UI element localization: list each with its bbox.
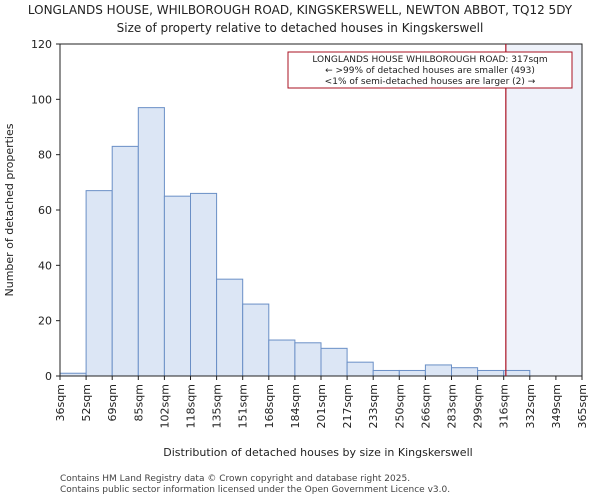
x-tick-label-151sqm: 151sqm bbox=[237, 384, 250, 428]
bar-316sqm bbox=[503, 369, 531, 377]
x-tick-label-349sqm: 349sqm bbox=[550, 384, 563, 428]
x-tick-label-135sqm: 135sqm bbox=[211, 384, 224, 428]
x-tick-label-365sqm: 365sqm bbox=[576, 384, 589, 428]
bar-118sqm bbox=[190, 192, 218, 377]
x-tick-label-233sqm: 233sqm bbox=[367, 384, 380, 428]
annotation-line-1: LONGLANDS HOUSE WHILBOROUGH ROAD: 317sqm bbox=[312, 55, 547, 65]
x-tick-label-36sqm: 36sqm bbox=[54, 384, 67, 421]
bar-85sqm bbox=[137, 107, 165, 377]
x-tick-label-168sqm: 168sqm bbox=[263, 384, 276, 428]
bar-299sqm bbox=[477, 369, 505, 377]
y-tick-label-0: 0 bbox=[45, 370, 52, 383]
y-tick-label-40: 40 bbox=[38, 259, 52, 272]
x-tick-label-299sqm: 299sqm bbox=[472, 384, 485, 428]
bar-69sqm bbox=[111, 145, 139, 377]
x-tick-label-250sqm: 250sqm bbox=[393, 384, 406, 428]
bar-250sqm bbox=[398, 369, 426, 377]
y-tick-label-80: 80 bbox=[38, 149, 52, 162]
x-tick-label-316sqm: 316sqm bbox=[498, 384, 511, 428]
footer-licence: Contains public sector information licen… bbox=[60, 485, 451, 495]
bar-184sqm bbox=[294, 342, 322, 377]
bar-217sqm bbox=[346, 361, 374, 377]
annotation-line-2: ← >99% of detached houses are smaller (4… bbox=[325, 66, 535, 76]
bar-283sqm bbox=[451, 367, 479, 377]
footer-copyright: Contains HM Land Registry data © Crown c… bbox=[60, 474, 411, 484]
x-tick-label-85sqm: 85sqm bbox=[132, 384, 145, 421]
x-tick-label-201sqm: 201sqm bbox=[315, 384, 328, 428]
x-tick-label-332sqm: 332sqm bbox=[524, 384, 537, 428]
plot-area: 0 20 40 60 80 100 120 36sqm 52sqm 69sqm 85sqm 102sq… bbox=[31, 38, 589, 428]
bar-52sqm bbox=[85, 190, 113, 377]
bar-135sqm bbox=[216, 278, 244, 377]
x-tick-label-52sqm: 52sqm bbox=[80, 384, 93, 421]
x-tick-label-118sqm: 118sqm bbox=[185, 384, 198, 428]
annotation-line-3: <1% of semi-detached houses are larger (… bbox=[325, 77, 536, 87]
x-tick-label-217sqm: 217sqm bbox=[341, 384, 354, 428]
bar-266sqm bbox=[424, 364, 452, 377]
x-tick-label-266sqm: 266sqm bbox=[419, 384, 432, 428]
x-tick-label-184sqm: 184sqm bbox=[289, 384, 302, 428]
x-tick-label-69sqm: 69sqm bbox=[106, 384, 119, 421]
y-tick-label-20: 20 bbox=[38, 315, 52, 328]
bar-201sqm bbox=[320, 347, 348, 377]
bar-233sqm bbox=[372, 369, 400, 377]
chart-title: LONGLANDS HOUSE, WHILBOROUGH ROAD, KINGS… bbox=[28, 3, 573, 17]
bar-151sqm bbox=[242, 303, 270, 377]
chart-subtitle: Size of property relative to detached ho… bbox=[117, 21, 484, 35]
x-tick-label-102sqm: 102sqm bbox=[158, 384, 171, 428]
y-tick-label-100: 100 bbox=[31, 93, 52, 106]
y-tick-label-60: 60 bbox=[38, 204, 52, 217]
y-tick-label-120: 120 bbox=[31, 38, 52, 51]
y-axis-label: Number of detached properties bbox=[3, 123, 16, 296]
bar-168sqm bbox=[268, 339, 296, 377]
bar-102sqm bbox=[163, 195, 191, 377]
marker-shade-region bbox=[505, 44, 582, 376]
x-tick-label-283sqm: 283sqm bbox=[446, 384, 459, 428]
annotation-box bbox=[287, 51, 573, 89]
x-axis-label: Distribution of detached houses by size … bbox=[163, 446, 472, 459]
